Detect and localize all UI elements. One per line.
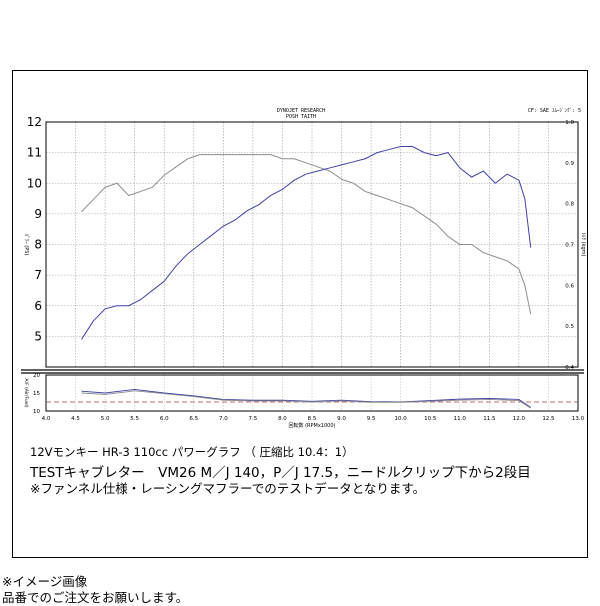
x-tick-label: 12.0 (513, 416, 526, 422)
header-left-line1: DYNOJET RESEARCH (277, 108, 325, 114)
y-left-tick-label: 6 (34, 299, 42, 313)
y-left-axis-label: ﾊﾟﾜｰ (PS) (23, 234, 30, 256)
x-tick-label: 8.5 (308, 416, 317, 422)
af-curve-1 (81, 388, 531, 408)
x-axis-label: 回転数 (RPMx1000) (289, 422, 336, 429)
y-left-tick-label: 9 (34, 207, 42, 221)
sub-y-tick-label: 20 (33, 373, 40, 379)
y-left-tick-label: 8 (34, 238, 42, 252)
header-right: CF: SAE ｽﾑｰｼﾞﾝｸﾞ: 5 (528, 107, 581, 114)
x-tick-label: 13.0 (572, 416, 585, 422)
x-tick-label: 5.0 (101, 416, 110, 422)
y-right-tick-label: 0.9 (565, 161, 574, 167)
x-tick-label: 8.0 (278, 416, 287, 422)
x-tick-label: 11.0 (454, 416, 467, 422)
dyno-chart-frame: DYNOJET RESEARCH POSH TAITH CF: SAE ｽﾑｰｼﾞﾝ… (12, 70, 588, 558)
torque-curve (81, 154, 532, 315)
y-left-tick-label: 5 (34, 329, 42, 343)
x-tick-label: 9.5 (367, 416, 376, 422)
main-plot-border (45, 121, 579, 368)
x-tick-label: 4.0 (42, 416, 51, 422)
x-tick-label: 11.5 (483, 416, 496, 422)
header-left-line2: POSH TAITH (286, 114, 316, 120)
y-left-tick-label: 12 (27, 115, 42, 129)
x-tick-label: 7.5 (249, 416, 258, 422)
caption-title: 12Vモンキー HR-3 110cc パワーグラフ （ 圧縮比 10.4：1） (30, 445, 354, 459)
y-left-tick-label: 10 (27, 176, 42, 190)
y-right-axis-label: ﾄﾙｸ (kgm) (580, 233, 586, 257)
x-tick-label: 7.0 (219, 416, 228, 422)
sub-y-tick-label: 10 (33, 409, 40, 415)
y-right-tick-label: 0.6 (565, 283, 574, 289)
x-tick-label: 4.5 (71, 416, 80, 422)
y-right-tick-label: 0.4 (565, 365, 574, 371)
caption-note: ※ファンネル仕様・レーシングマフラーでのテストデータとなります。 (30, 481, 426, 496)
x-tick-label: 10.5 (424, 416, 437, 422)
y-right-tick-label: 0.5 (565, 324, 574, 330)
footer-image-note: ※イメージ画像 (2, 574, 88, 589)
y-right-tick-label: 1.0 (565, 120, 574, 126)
x-tick-label: 5.5 (130, 416, 139, 422)
y-right-tick-label: 0.7 (565, 243, 574, 249)
y-right-tick-label: 0.8 (565, 202, 574, 208)
x-tick-label: 6.0 (160, 416, 169, 422)
af-curve-2 (81, 390, 531, 409)
footer-order-note: 品番でのご注文をお願いします。 (2, 590, 189, 605)
x-tick-label: 10.0 (395, 416, 408, 422)
x-tick-label: 12.5 (542, 416, 555, 422)
sub-y-tick-label: 15 (33, 391, 40, 397)
sub-y-axis-label: A/F (Air/Fuel) (23, 378, 29, 407)
power-curve (81, 146, 532, 340)
y-left-tick-label: 11 (27, 146, 42, 160)
x-tick-label: 6.5 (189, 416, 198, 422)
y-left-tick-label: 7 (34, 268, 42, 282)
sub-plot-border (45, 374, 579, 412)
caption-carburetor: TESTキャブレター VM26 M／J 140，P／J 17.5，ニードルクリッ… (30, 465, 531, 481)
x-tick-label: 9.0 (337, 416, 346, 422)
